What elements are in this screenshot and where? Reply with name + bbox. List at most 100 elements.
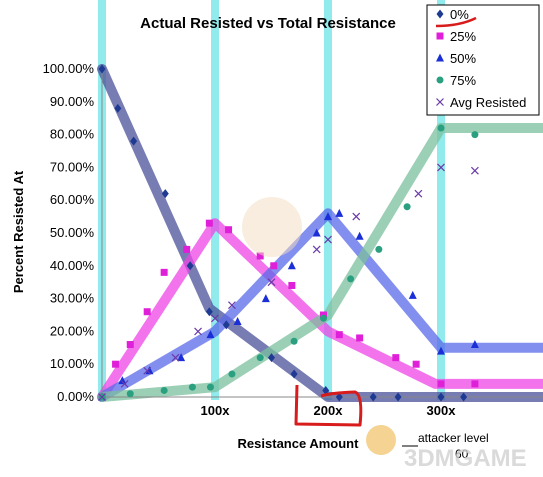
x-tick-labels: 100x 200x 300x [201,403,457,418]
y-tick-label: 0.00% [57,389,94,404]
series-2-point [206,330,215,339]
series-4-point-b [470,166,479,175]
series-4-point [194,327,202,336]
x-tick-label: 100x [201,403,231,418]
series-0-point [98,64,106,74]
series-4-point [437,163,445,172]
series-2-point [312,228,321,237]
series-4-point [171,353,180,362]
series-4-point-b [324,235,332,244]
legend-marker-0 [436,9,444,19]
series-1-point [112,360,120,368]
x-tick-label: 300x [427,403,457,418]
attacker-level-value: 60 [455,447,469,461]
series-3-point [437,124,445,132]
series-2-point [287,261,296,270]
series-2-point [470,340,479,349]
series-0-point [161,189,169,199]
watermark-chick-icon-2 [366,425,396,455]
series-4-point-b [267,278,276,287]
series-3-point [290,337,298,345]
series-3-point [471,131,479,139]
series-band-3 [97,123,543,402]
series-1-point [288,281,296,289]
series-2-point [408,290,417,299]
legend-label-2: 50% [450,51,476,66]
series-3-point [319,314,327,322]
series-0-point [222,320,230,330]
y-tick-labels: 0.00% 10.00% 20.00% 30.00% 40.00% 50.00% 60.00… [43,61,95,404]
series-band-1 [97,218,543,402]
series-3-point [160,386,168,394]
legend-label-0: 0% [450,7,469,22]
series-0-point [322,385,330,395]
vertical-band-2 [324,0,332,400]
y-axis-label: Percent Resisted At [11,170,26,293]
series-1-point [126,341,134,349]
series-2-point [233,317,242,326]
series-3-point [188,383,196,391]
series-4-point-b [194,327,202,336]
series-4-point [228,301,236,310]
series-3-point [375,245,383,253]
chart-title: Actual Resisted vs Total Resistance [140,15,396,32]
series-4-point-b [437,163,445,172]
series-1-point [335,331,343,339]
y-tick-label: 80.00% [50,127,95,142]
series-4-point-b [171,353,180,362]
series-3-point [347,275,355,283]
series-4-point [352,212,361,221]
series-2-point [145,366,154,375]
series-1-point [183,245,191,253]
series-4-point [324,235,332,244]
series-4-point-b [98,393,106,401]
series-4-point [414,189,423,198]
series-markers [98,64,479,402]
watermark-text: 3DMGAME [404,445,527,472]
legend-marker-4 [436,98,444,106]
legend-marker-3 [436,76,444,84]
series-0-point [394,392,402,402]
y-tick-label: 60.00% [50,192,95,207]
series-2-point [118,376,127,385]
y-tick-label: 40.00% [50,258,95,273]
highlight-stroke-legend [435,16,477,28]
series-4-point [211,314,219,323]
attacker-level-label: attacker level [418,431,489,445]
series-1-point [412,360,420,368]
series-1-point [471,380,479,388]
series-1-point [270,262,278,270]
y-tick-label: 10.00% [50,356,95,371]
series-1-point [225,226,233,234]
series-0-point [114,103,122,113]
series-0-point [335,392,343,402]
series-4-point-b [312,245,321,254]
y-tick-label: 20.00% [50,323,95,338]
series-1-point [143,308,151,316]
series-1-point [160,268,168,276]
y-tick-label: 70.00% [50,159,95,174]
vertical-band-3 [437,0,445,400]
series-4-point-b [414,189,423,198]
series-4-point-b [352,212,361,221]
series-1-point [256,252,264,260]
series-4-point-b [120,379,129,388]
y-tick-label: 90.00% [50,94,95,109]
series-2-point [437,346,445,355]
series-4-point [267,278,276,287]
series-4-point [143,366,152,375]
y-tick-label: 100.00% [43,61,95,76]
series-band-2 [97,208,543,402]
series-4-point [312,245,321,254]
series-4-point [470,166,479,175]
watermark: 3DMGAME [242,197,527,472]
series-4-point-b [228,301,236,310]
series-2-point [177,353,186,362]
series-3-point [403,203,411,211]
series-3-point [126,390,134,398]
series-1-point [392,354,400,362]
series-0-point [205,307,213,317]
x-tick-label: 200x [314,403,344,418]
